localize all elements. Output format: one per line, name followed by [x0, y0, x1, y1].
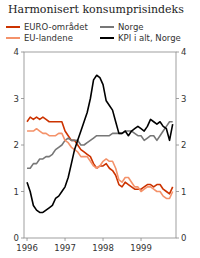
y2-tick: [176, 98, 179, 99]
background: [0, 0, 200, 258]
plot-frame: [24, 52, 176, 238]
y-tick: [21, 52, 24, 53]
series-line: [27, 117, 173, 194]
y2-tick-label: 1: [181, 187, 186, 197]
y-tick-label: 3: [14, 94, 19, 104]
y2-tick: [176, 52, 179, 53]
x-tick-label: 1997: [54, 243, 76, 253]
legend-label: EU-landene: [24, 33, 73, 43]
x-tick-label: 1999: [130, 243, 152, 253]
series-line: [27, 122, 173, 169]
y-tick-label: 2: [14, 140, 19, 150]
x-tick: [103, 238, 104, 241]
y-tick-label: 4: [14, 47, 19, 57]
y2-tick-label: 3: [181, 94, 186, 104]
y-tick-label: 0: [14, 233, 19, 243]
y-tick-label: 1: [14, 187, 19, 197]
y-tick: [21, 145, 24, 146]
x-tick-label: 1996: [16, 243, 38, 253]
y-tick: [21, 191, 24, 192]
legend-label: Norge: [118, 22, 144, 32]
y2-tick-label: 2: [181, 140, 186, 150]
y2-tick: [176, 145, 179, 146]
x-tick-label: 1998: [92, 243, 114, 253]
x-tick: [27, 238, 28, 241]
chart: Harmonisert konsumprisindeks EURO-området…: [0, 0, 200, 258]
y2-tick-label: 4: [181, 47, 186, 57]
y2-tick-label: 0: [181, 233, 186, 243]
legend-label: EURO-området: [24, 22, 88, 32]
legend: EURO-området Norge EU-landene KPI i alt, No…: [6, 22, 181, 43]
legend-swatch: [100, 37, 114, 39]
legend-label: KPI i alt, Norge: [118, 33, 181, 43]
x-tick: [141, 238, 142, 241]
title: Harmonisert konsumprisindeks: [8, 3, 184, 16]
y-tick: [21, 238, 24, 239]
legend-swatch: [6, 26, 20, 28]
y2-tick: [176, 238, 179, 239]
series-line: [27, 75, 173, 212]
x-tick: [65, 238, 66, 241]
lines: [27, 75, 173, 212]
legend-swatch: [100, 26, 114, 28]
y-tick: [21, 98, 24, 99]
series-line: [27, 129, 173, 199]
legend-swatch: [6, 37, 20, 39]
y2-tick: [176, 191, 179, 192]
